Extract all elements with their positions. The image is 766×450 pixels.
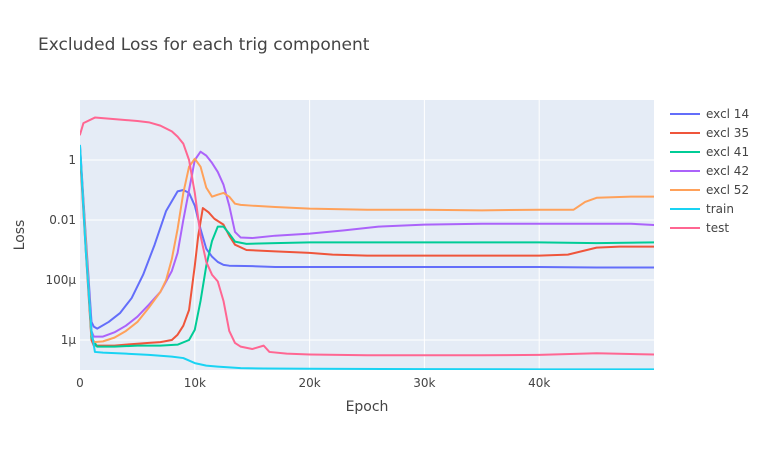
chart-title: Excluded Loss for each trig component — [38, 35, 370, 55]
legend[interactable]: excl 14 excl 35 excl 41 excl 42 excl 52 train… — [670, 107, 749, 235]
plot-background — [80, 100, 654, 370]
legend-item-excl-41[interactable]: excl 41 — [670, 145, 749, 159]
y-tick-label: 1 — [68, 153, 76, 167]
legend-label: excl 41 — [706, 145, 749, 159]
series-line-excl-35[interactable] — [80, 153, 654, 347]
x-tick-label: 40k — [528, 376, 550, 390]
y-tick-label: 100μ — [45, 273, 76, 287]
y-axis-label: Loss — [12, 220, 28, 251]
legend-label: excl 14 — [706, 107, 749, 121]
x-tick-label: 20k — [298, 376, 320, 390]
series-line-excl-42[interactable] — [80, 147, 654, 338]
series-line-excl-52[interactable] — [80, 148, 654, 344]
x-tick-label: 30k — [413, 376, 435, 390]
series-line-test[interactable] — [80, 116, 654, 357]
legend-label: excl 52 — [706, 183, 749, 197]
legend-item-excl-35[interactable]: excl 35 — [670, 126, 749, 140]
legend-label: train — [706, 202, 734, 216]
legend-item-excl-42[interactable]: excl 42 — [670, 164, 749, 178]
legend-item-excl-52[interactable]: excl 52 — [670, 183, 749, 197]
legend-label: test — [706, 221, 729, 235]
legend-item-test[interactable]: test — [670, 221, 729, 235]
legend-item-train[interactable]: train — [670, 202, 734, 216]
x-axis-label: Epoch — [346, 399, 389, 415]
x-tick-label: 10k — [184, 376, 206, 390]
legend-label: excl 35 — [706, 126, 749, 140]
series-line-train[interactable] — [80, 144, 654, 370]
grid-layer — [80, 100, 654, 370]
y-tick-label: 1μ — [61, 333, 77, 347]
legend-label: excl 42 — [706, 164, 749, 178]
series-line-excl-41[interactable] — [80, 148, 654, 348]
legend-item-excl-14[interactable]: excl 14 — [670, 107, 749, 121]
x-tick-label: 0 — [76, 376, 84, 390]
tick-labels: 0 10k 20k 30k 40k 1μ 100μ 0.01 1 — [45, 153, 550, 390]
series-layer — [80, 116, 654, 370]
y-tick-label: 0.01 — [49, 213, 76, 227]
